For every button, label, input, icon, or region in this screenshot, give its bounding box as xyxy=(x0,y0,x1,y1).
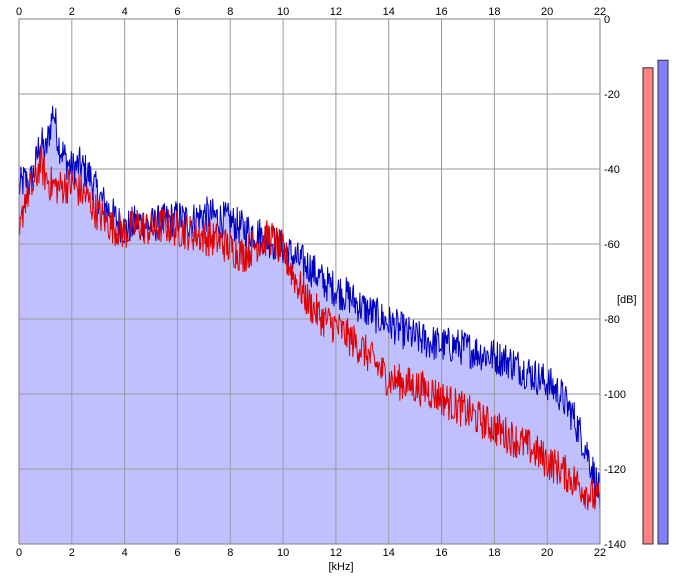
y-tick-7: -140 xyxy=(604,539,626,551)
x-tick-top-8: 16 xyxy=(435,6,447,18)
y-tick-3: -60 xyxy=(604,239,620,251)
x-tick-bottom-11: 22 xyxy=(594,547,606,559)
x-tick-labels-top: 0 2 4 6 8 10 12 14 16 18 20 22 xyxy=(16,6,606,18)
x-tick-top-3: 6 xyxy=(174,6,180,18)
blue-series-line xyxy=(18,105,601,499)
x-tick-top-9: 18 xyxy=(488,6,500,18)
red-series-line xyxy=(18,146,601,512)
left-level-meter xyxy=(642,67,654,545)
y-tick-4: -80 xyxy=(604,314,620,326)
x-tick-bottom-9: 18 xyxy=(488,547,500,559)
x-tick-bottom-3: 6 xyxy=(174,547,180,559)
x-tick-bottom-2: 4 xyxy=(122,547,128,559)
x-axis-label: [kHz] xyxy=(328,561,353,573)
x-tick-top-7: 14 xyxy=(383,6,395,18)
plot-border xyxy=(18,18,601,545)
x-tick-top-2: 4 xyxy=(122,6,128,18)
x-tick-bottom-7: 14 xyxy=(383,547,395,559)
x-tick-top-10: 20 xyxy=(541,6,553,18)
x-tick-top-5: 10 xyxy=(277,6,289,18)
y-axis-label: [dB] xyxy=(617,294,637,306)
x-tick-bottom-6: 12 xyxy=(330,547,342,559)
right-level-meter xyxy=(657,59,669,545)
y-tick-1: -20 xyxy=(604,89,620,101)
x-tick-top-4: 8 xyxy=(227,6,233,18)
x-tick-top-11: 22 xyxy=(594,6,606,18)
x-tick-top-0: 0 xyxy=(16,6,22,18)
x-tick-top-1: 2 xyxy=(69,6,75,18)
x-tick-bottom-8: 16 xyxy=(435,547,447,559)
level-meters xyxy=(642,59,669,545)
y-tick-5: -100 xyxy=(604,389,626,401)
x-tick-bottom-0: 0 xyxy=(16,547,22,559)
y-tick-labels: 0 -20 -40 -60 -80 -100 -120 -140 xyxy=(604,14,626,551)
x-tick-bottom-5: 10 xyxy=(277,547,289,559)
x-tick-bottom-4: 8 xyxy=(227,547,233,559)
x-tick-top-6: 12 xyxy=(330,6,342,18)
y-tick-2: -40 xyxy=(604,164,620,176)
x-tick-bottom-1: 2 xyxy=(69,547,75,559)
x-tick-bottom-10: 20 xyxy=(541,547,553,559)
y-tick-0: 0 xyxy=(604,14,610,26)
spectrum-lines xyxy=(18,105,601,512)
x-tick-labels-bottom: 0 2 4 6 8 10 12 14 16 18 20 22 xyxy=(16,547,606,559)
y-tick-6: -120 xyxy=(604,464,626,476)
